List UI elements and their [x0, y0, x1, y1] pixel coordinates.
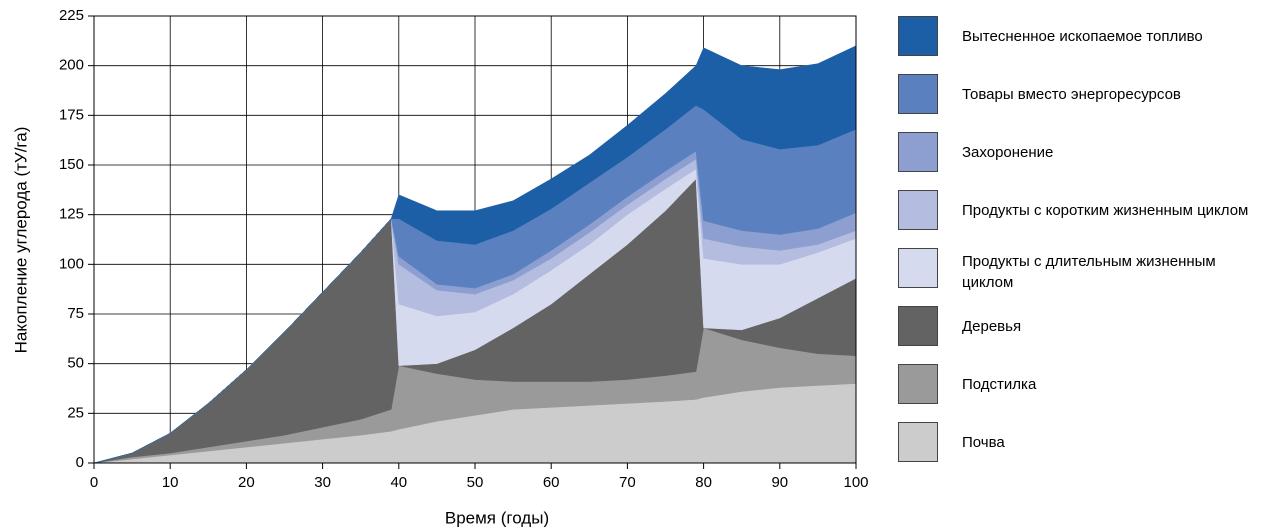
- y-tick-label: 200: [59, 57, 84, 74]
- x-tick-label: 60: [543, 474, 560, 491]
- legend-swatch: [898, 74, 938, 114]
- x-tick-label: 80: [695, 474, 712, 491]
- legend-label: Продукты с коротким жизненным циклом: [962, 202, 1249, 219]
- plot-frame: [93, 15, 857, 464]
- legend-swatch: [898, 248, 938, 288]
- y-tick-label: 100: [59, 255, 84, 272]
- x-tick-label: 20: [238, 474, 255, 491]
- y-tick-label: 125: [59, 206, 84, 223]
- y-tick-label: 175: [59, 106, 84, 123]
- y-tick-label: 75: [67, 305, 84, 322]
- legend-label: Подстилка: [962, 376, 1037, 393]
- legend-swatch: [898, 16, 938, 56]
- legend-label: Деревья: [962, 318, 1022, 335]
- x-axis-title: Время (годы): [445, 508, 549, 527]
- legend-swatch: [898, 364, 938, 404]
- y-tick-label: 25: [67, 404, 84, 421]
- legend-label: Товары вместо энергоресурсов: [962, 86, 1181, 103]
- legend-swatch: [898, 422, 938, 462]
- legend-label: Почва: [962, 434, 1005, 451]
- legend-label: Продукты с длительным жизненным циклом: [962, 253, 1216, 291]
- x-tick-label: 40: [390, 474, 407, 491]
- legend-swatch: [898, 306, 938, 346]
- y-tick-label: 50: [67, 355, 84, 372]
- y-tick-label: 150: [59, 156, 84, 173]
- x-tick-label: 50: [467, 474, 484, 491]
- x-tick-label: 70: [619, 474, 636, 491]
- y-axis-title: Накопление углерода (тУ/га): [11, 127, 30, 354]
- y-tick-label: 0: [76, 454, 84, 471]
- legend-label: Вытесненное ископаемое топливо: [962, 28, 1203, 45]
- x-tick-label: 10: [162, 474, 179, 491]
- legend-label: Захоронение: [962, 144, 1054, 161]
- x-tick-label: 90: [771, 474, 788, 491]
- x-tick-label: 30: [314, 474, 331, 491]
- x-tick-label: 100: [843, 474, 868, 491]
- legend-swatch: [898, 132, 938, 172]
- y-tick-label: 225: [59, 7, 84, 24]
- legend-swatch: [898, 190, 938, 230]
- x-tick-label: 0: [90, 474, 98, 491]
